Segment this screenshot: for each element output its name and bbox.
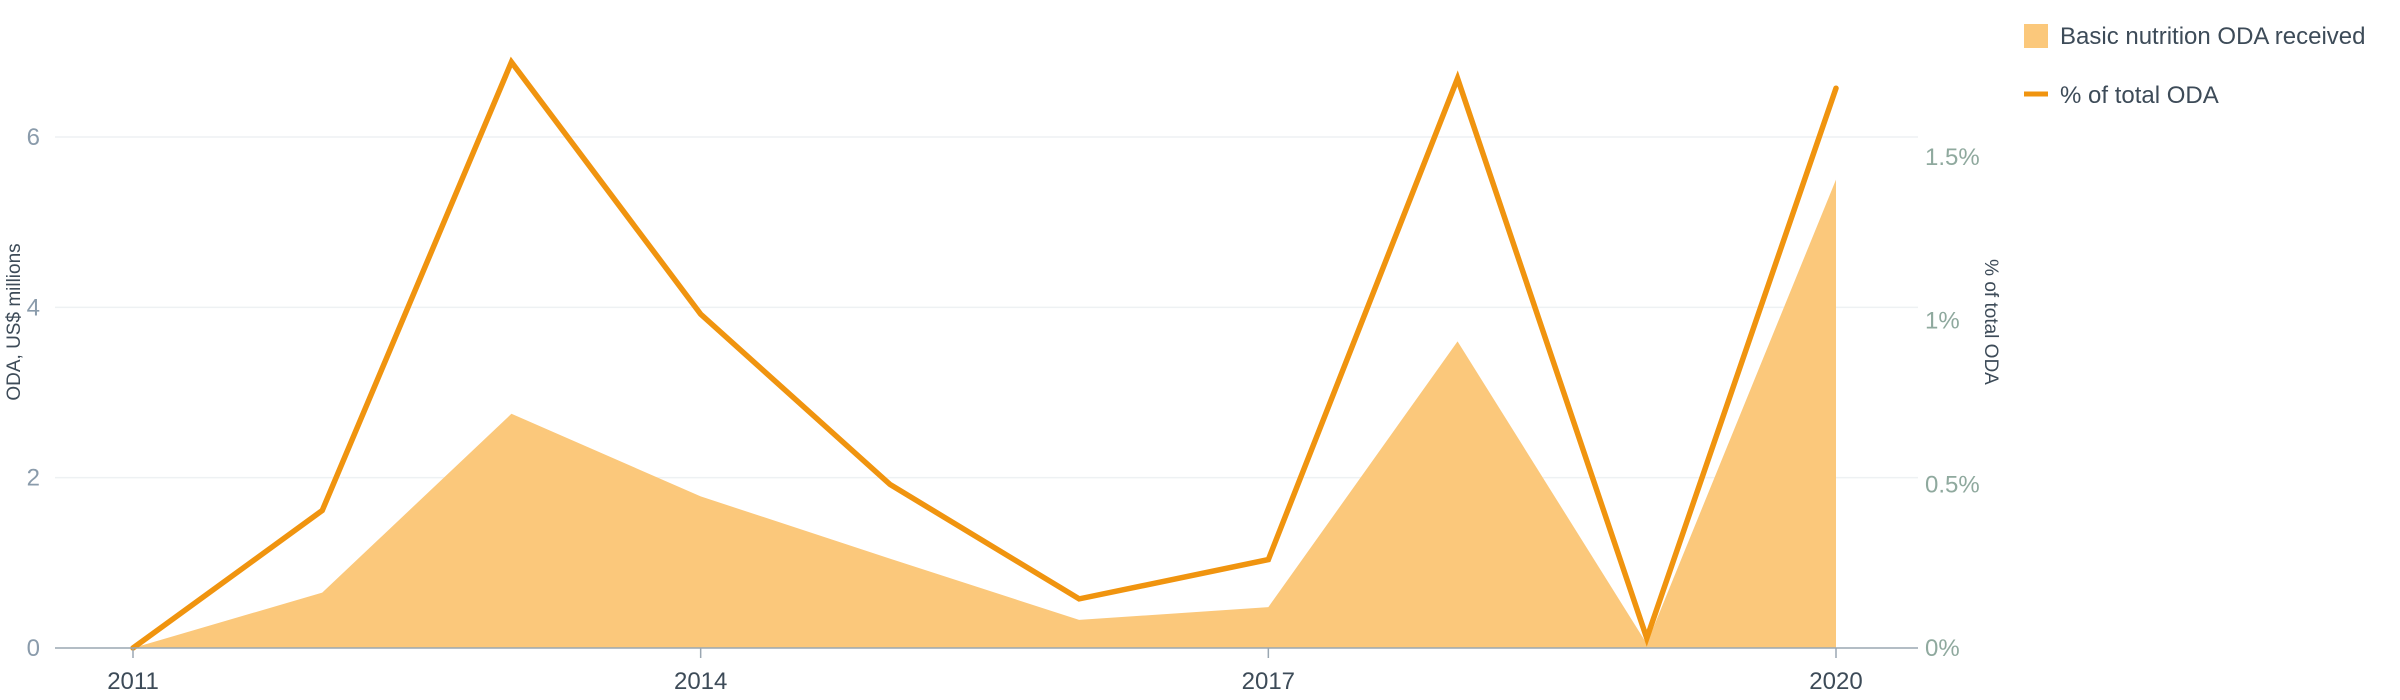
x-tick-label: 2017 bbox=[1242, 668, 1295, 695]
x-tick-label: 2011 bbox=[107, 668, 159, 695]
y-right-tick-label: 1.5% bbox=[1925, 144, 1980, 171]
line-pct-total-oda[interactable] bbox=[130, 56, 1839, 651]
y-left-tick-label: 2 bbox=[27, 465, 40, 492]
legend-label-line[interactable]: % of total ODA bbox=[2060, 82, 2219, 109]
legend: Basic nutrition ODA received % of total … bbox=[2024, 23, 2365, 109]
y-left-tick-label: 6 bbox=[27, 124, 40, 151]
y-right-tick-label: 0% bbox=[1925, 635, 1960, 662]
y-right-axis-title: % of total ODA bbox=[1980, 259, 2001, 385]
y-left-tick-label: 4 bbox=[27, 294, 40, 321]
x-tick-label: 2014 bbox=[674, 668, 727, 695]
axes: 0 2 4 6 0% 0.5% 1% 1.5% 2011 2014 2017 2020 bbox=[27, 124, 1980, 695]
y-left-tick-label: 0 bbox=[27, 635, 40, 662]
line-series bbox=[130, 56, 1839, 651]
area-series bbox=[133, 179, 1836, 649]
y-right-tick-label: 0.5% bbox=[1925, 471, 1980, 498]
legend-swatch-area[interactable] bbox=[2024, 24, 2048, 48]
legend-label-area[interactable]: Basic nutrition ODA received bbox=[2060, 23, 2365, 50]
x-tick-label: 2020 bbox=[1809, 668, 1862, 695]
gridlines bbox=[55, 136, 1918, 479]
y-left-axis-title: ODA, US$ millions bbox=[4, 243, 25, 400]
area-basic-nutrition-oda[interactable] bbox=[133, 179, 1836, 649]
y-right-tick-label: 1% bbox=[1925, 308, 1960, 335]
